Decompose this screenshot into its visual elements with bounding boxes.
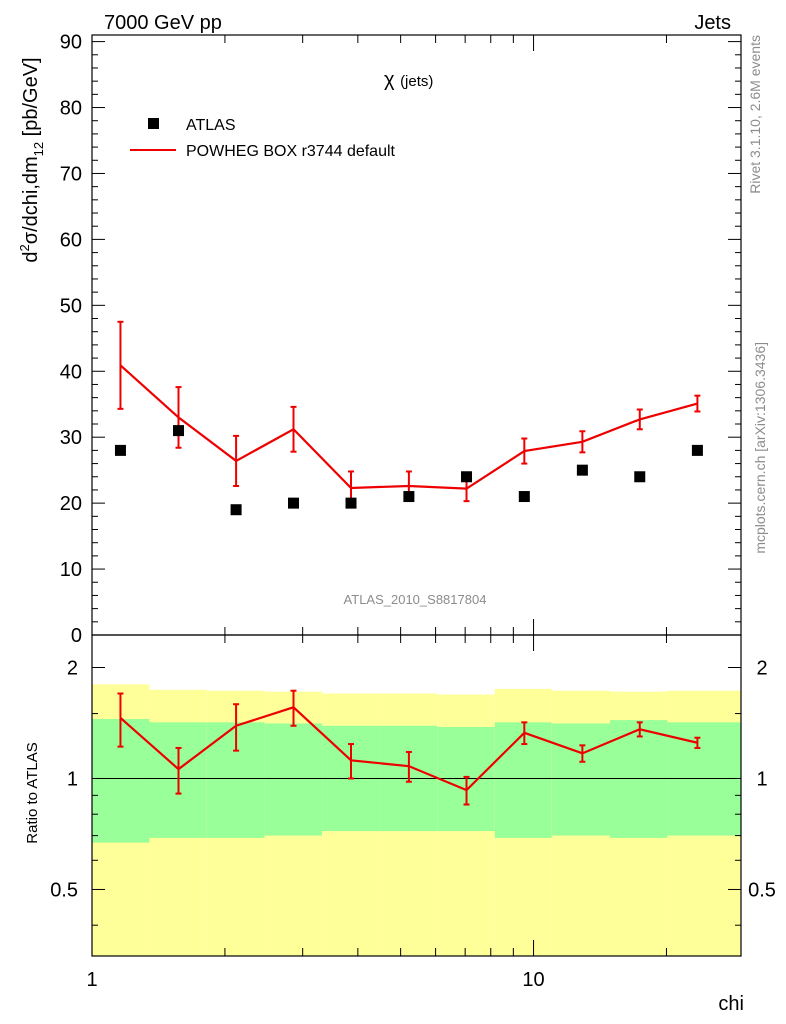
ratio-y-axis-label: Ratio to ATLAS bbox=[24, 742, 41, 843]
main-y-tick-label: 60 bbox=[60, 229, 82, 251]
atlas-data-point bbox=[403, 491, 415, 503]
header-energy-label: 7000 GeV pp bbox=[104, 12, 222, 34]
ratio-y-tick-label: 1 bbox=[67, 768, 78, 790]
main-y-tick-label: 90 bbox=[60, 32, 82, 54]
main-y-tick-label: 0 bbox=[71, 625, 82, 647]
atlas-data-point bbox=[518, 491, 530, 503]
atlas-data-point bbox=[634, 471, 646, 483]
ratio-y-tick-label-right: 1 bbox=[756, 768, 767, 790]
legend-atlas-label: ATLAS bbox=[186, 117, 236, 134]
atlas-data-point bbox=[345, 497, 357, 509]
atlas-data-point bbox=[461, 471, 473, 483]
mc-main-line bbox=[119, 364, 698, 490]
main-y-tick-label: 20 bbox=[60, 493, 82, 515]
ratio-band-inner bbox=[610, 720, 668, 838]
main-y-tick-label: 30 bbox=[60, 427, 82, 449]
atlas-data-point bbox=[230, 504, 242, 516]
main-y-axis-label: d2σ/dchi,dm12 [pb/GeV] bbox=[17, 57, 46, 262]
mcplots-citation-label: mcplots.cern.ch [arXiv:1306.3436] bbox=[752, 342, 768, 554]
mc-series-main bbox=[117, 320, 701, 506]
atlas-data-point bbox=[288, 497, 300, 509]
ratio-y-tick-label-right: 2 bbox=[756, 657, 767, 679]
legend: ATLAS POWHEG BOX r3744 default bbox=[130, 117, 396, 160]
header-process-label: Jets bbox=[694, 12, 731, 34]
ratio-y-tick-label: 0.5 bbox=[50, 879, 78, 901]
main-y-tick-label: 40 bbox=[60, 361, 82, 383]
main-y-tick-label: 50 bbox=[60, 295, 82, 317]
atlas-data-point bbox=[691, 444, 703, 456]
atlas-data-point bbox=[172, 425, 184, 437]
analysis-id-label: ATLAS_2010_S8817804 bbox=[344, 592, 487, 607]
mc-series-ratio bbox=[117, 689, 701, 806]
main-y-tick-label: 80 bbox=[60, 98, 82, 120]
ratio-band-inner bbox=[264, 723, 323, 836]
x-axis-label: chi bbox=[718, 993, 744, 1015]
atlas-data-point bbox=[114, 444, 126, 456]
legend-mc-label: POWHEG BOX r3744 default bbox=[186, 143, 396, 160]
x-tick-label: 10 bbox=[522, 969, 544, 991]
ratio-uncertainty-bands bbox=[92, 684, 741, 956]
legend-atlas-marker bbox=[148, 118, 159, 129]
ratio-band-inner bbox=[494, 722, 552, 838]
chart-title: χ (jets) bbox=[384, 69, 433, 91]
ratio-band-inner bbox=[551, 723, 611, 836]
atlas-data-series bbox=[114, 425, 703, 516]
atlas-data-point bbox=[576, 464, 588, 476]
main-y-tick-label: 70 bbox=[60, 163, 82, 185]
rivet-version-label: Rivet 3.1.10, 2.6M events bbox=[747, 35, 763, 194]
ratio-y-tick-label: 2 bbox=[67, 657, 78, 679]
main-y-tick-label: 10 bbox=[60, 559, 82, 581]
x-axis: 1 10 bbox=[86, 35, 667, 991]
ratio-y-tick-label-right: 0.5 bbox=[748, 879, 776, 901]
main-y-axis: 0 10 20 30 40 50 60 70 80 90 bbox=[60, 32, 741, 647]
x-tick-label: 1 bbox=[86, 969, 97, 991]
